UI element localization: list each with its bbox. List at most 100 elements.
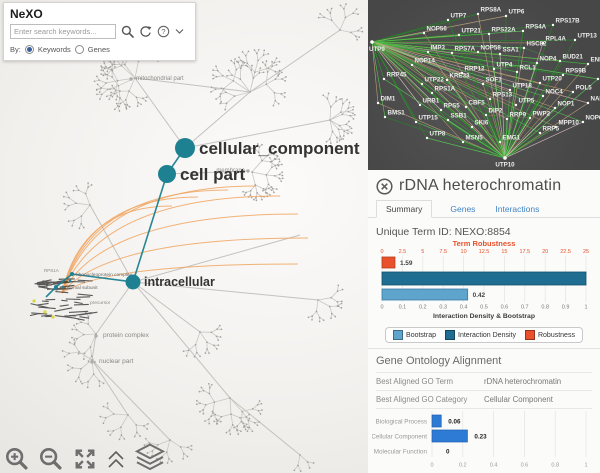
svg-text:BUD21: BUD21 [563,54,584,61]
chevron-down-icon[interactable] [175,28,184,35]
svg-text:RPS4A: RPS4A [526,24,547,31]
go-category-chart: Biological Process 0.06 Cellular Component… [368,409,600,473]
svg-text:0.6: 0.6 [521,463,529,469]
svg-text:0.9: 0.9 [562,305,570,311]
svg-text:EMG1: EMG1 [503,135,521,142]
svg-text:PWP2: PWP2 [533,111,551,118]
svg-text:URB1: URB1 [423,98,440,105]
svg-text:nuclear part: nuclear part [99,358,134,365]
help-icon[interactable]: ? [157,25,170,38]
svg-text:0.23: 0.23 [474,434,487,441]
table-row: Best Aligned GO Category Cellular Compon… [376,390,592,408]
svg-text:Biological Process: Biological Process [376,419,427,426]
search-input[interactable] [10,24,116,39]
svg-text:RPL4A: RPL4A [546,36,567,43]
svg-text:UTP8: UTP8 [430,131,446,138]
svg-text:1.59: 1.59 [400,260,413,267]
svg-text:0.3: 0.3 [439,305,447,311]
svg-text:precursor: precursor [90,300,111,306]
tab-genes[interactable]: Genes [450,204,476,214]
zoom-out-icon[interactable] [38,446,64,472]
search-panel: NeXO ? By: Keywords Genes [3,2,196,61]
radio-genes[interactable] [74,45,84,54]
svg-text:RRP12: RRP12 [465,66,486,73]
interaction-network-panel: UTP9 UTP7 RPS8A UTP6 RPS17B NOP56 UTP21 RPS22A R… [368,0,600,170]
search-by-label: By: [10,45,21,54]
svg-text:7.5: 7.5 [439,249,447,255]
svg-text:10: 10 [461,249,467,255]
collapse-chevrons-icon[interactable] [106,448,126,472]
svg-text:SKI6: SKI6 [475,120,489,127]
svg-text:22.5: 22.5 [560,249,571,255]
svg-text:UTP5: UTP5 [519,98,535,105]
refresh-icon[interactable] [139,25,152,38]
svg-text:DIP2: DIP2 [489,108,503,115]
svg-text:RPS1A: RPS1A [435,86,456,93]
table-row: Best Aligned GO Term rDNA heterochromati… [376,372,592,390]
svg-text:MSN5: MSN5 [466,135,484,142]
radio-genes-label[interactable]: Genes [87,45,110,54]
svg-text:membrane: membrane [216,168,245,174]
svg-text:UTP9: UTP9 [369,46,385,53]
svg-text:RRP5: RRP5 [543,126,560,133]
svg-text:0.1: 0.1 [399,305,407,311]
svg-text:Molecular Function: Molecular Function [374,449,428,456]
svg-text:5: 5 [421,249,424,255]
svg-text:UTP21: UTP21 [462,28,482,35]
svg-text:CBF5: CBF5 [469,100,486,107]
tab-summary[interactable]: Summary [376,200,433,218]
svg-text:RRP45: RRP45 [387,72,408,79]
svg-text:ENP1: ENP1 [591,57,600,64]
svg-text:UTP15: UTP15 [419,115,439,122]
close-icon[interactable] [376,177,393,195]
unique-term-id: Unique Term ID: NEXO:8854 [376,226,511,238]
svg-text:SSA1: SSA1 [503,47,520,54]
svg-text:Term Robustness: Term Robustness [453,239,516,248]
svg-text:NOP58: NOP58 [481,45,502,52]
interaction-network-canvas[interactable]: UTP9 UTP7 RPS8A UTP6 RPS17B NOP56 UTP21 RPS22A R… [368,0,600,170]
svg-text:RPS13: RPS13 [493,92,513,99]
svg-text:UTP10: UTP10 [495,162,515,169]
divider [368,348,600,349]
legend-swatch-interaction-density [445,330,455,340]
svg-text:SOF1: SOF1 [486,77,503,84]
svg-text:0.4: 0.4 [460,305,468,311]
layers-icon[interactable] [134,442,166,472]
svg-text:RPS17B: RPS17B [556,18,581,25]
svg-text:0: 0 [430,463,433,469]
term-robustness-chart: Term Robustness 0 2.5 5 7.5 10 12.5 15 17.5 20 22.… [368,238,600,327]
svg-text:UTP22: UTP22 [425,77,445,84]
radio-keywords[interactable] [24,45,34,54]
svg-text:NOP6: NOP6 [586,115,600,122]
section-go-alignment: Gene Ontology Alignment [376,355,502,367]
search-icon[interactable] [121,25,134,38]
svg-text:UTP18: UTP18 [513,83,533,90]
svg-text:BMS1: BMS1 [388,110,406,117]
svg-text:KRE33: KRE33 [450,73,471,80]
svg-text:RPS9B: RPS9B [566,68,587,75]
legend-swatch-bootstrap [393,330,404,340]
svg-text:0: 0 [380,305,383,311]
svg-text:?: ? [161,27,165,36]
tab-interactions[interactable]: Interactions [495,204,540,214]
svg-text:12.5: 12.5 [479,249,490,255]
svg-text:0.4: 0.4 [490,463,498,469]
legend-interaction-density: Interaction Density [445,330,516,340]
svg-text:NOP1: NOP1 [558,101,575,108]
svg-text:Cellular Component: Cellular Component [372,434,427,441]
svg-text:0.06: 0.06 [448,419,461,426]
svg-text:0.2: 0.2 [459,463,467,469]
svg-text:0.8: 0.8 [541,305,549,311]
go-alignment-table: Best Aligned GO Term rDNA heterochromati… [376,372,592,409]
svg-text:NOP56: NOP56 [427,26,448,33]
svg-text:DIM1: DIM1 [381,96,396,103]
details-tabs: Summary Genes Interactions [368,198,600,218]
svg-text:HSC82: HSC82 [527,41,548,48]
radio-keywords-label[interactable]: Keywords [37,45,71,54]
fit-to-screen-icon[interactable] [72,446,98,472]
svg-text:UTP4: UTP4 [497,62,513,69]
zoom-in-icon[interactable] [4,446,30,472]
svg-text:RPS8A: RPS8A [481,7,502,14]
svg-text:0.7: 0.7 [521,305,529,311]
